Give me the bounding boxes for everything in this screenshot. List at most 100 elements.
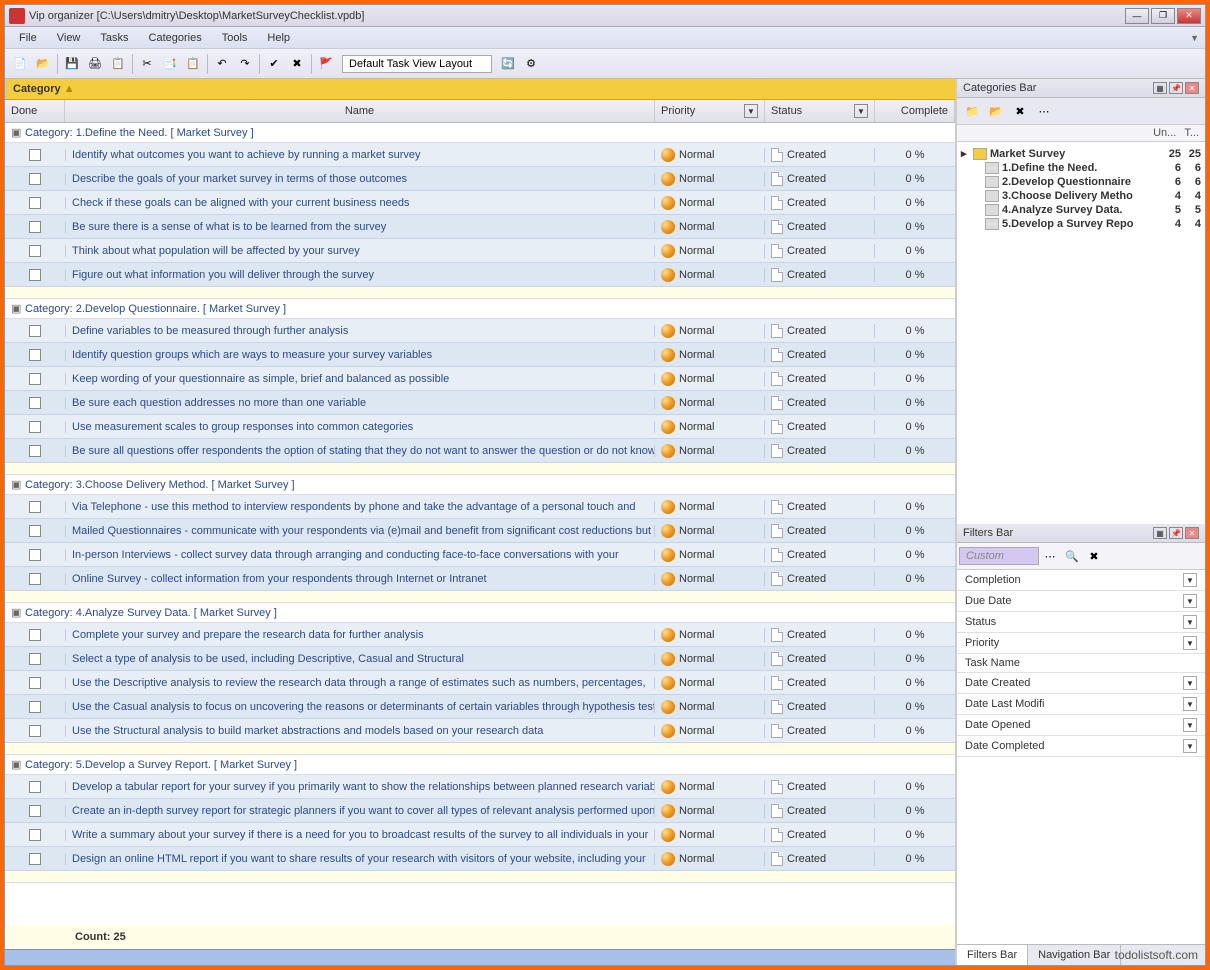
cat-tb-icon[interactable]: 📂 — [985, 100, 1007, 122]
menu-tools[interactable]: Tools — [214, 30, 256, 46]
chevron-down-icon[interactable]: ▼ — [854, 104, 868, 118]
done-checkbox[interactable] — [29, 269, 41, 281]
col-name[interactable]: Name — [65, 100, 655, 122]
done-checkbox[interactable] — [29, 349, 41, 361]
tree-item[interactable]: 1.Define the Need.66 — [961, 161, 1201, 175]
chevron-down-icon[interactable]: ▼ — [1183, 718, 1197, 732]
task-row[interactable]: Develop a tabular report for your survey… — [5, 775, 955, 799]
close-button[interactable]: ✕ — [1177, 8, 1201, 24]
toolbar-settings-icon[interactable]: ⚙ — [520, 53, 542, 75]
filter-row[interactable]: Completion▼ — [957, 570, 1205, 591]
collapse-icon[interactable]: ▣ — [11, 478, 23, 491]
task-row[interactable]: Use the Descriptive analysis to review t… — [5, 671, 955, 695]
menu-help[interactable]: Help — [259, 30, 298, 46]
done-checkbox[interactable] — [29, 325, 41, 337]
done-checkbox[interactable] — [29, 781, 41, 793]
tab-navigation-bar[interactable]: Navigation Bar — [1028, 945, 1121, 965]
close-icon[interactable]: ✕ — [1185, 82, 1199, 94]
category-group-row[interactable]: ▣ Category: 1.Define the Need. [ Market … — [5, 123, 955, 143]
filter-row[interactable]: Priority▼ — [957, 633, 1205, 654]
done-checkbox[interactable] — [29, 421, 41, 433]
done-checkbox[interactable] — [29, 501, 41, 513]
filter-row[interactable]: Status▼ — [957, 612, 1205, 633]
toolbar-copy-icon[interactable]: 📑 — [159, 53, 181, 75]
tab-filters-bar[interactable]: Filters Bar — [957, 945, 1028, 965]
panel-menu-icon[interactable]: ▦ — [1153, 82, 1167, 94]
chevron-down-icon[interactable]: ▼ — [1183, 636, 1197, 650]
menu-file[interactable]: File — [11, 30, 45, 46]
category-group-row[interactable]: ▣ Category: 2.Develop Questionnaire. [ M… — [5, 299, 955, 319]
done-checkbox[interactable] — [29, 701, 41, 713]
col-done[interactable]: Done — [5, 100, 65, 122]
toolbar-delete-icon[interactable]: ✖ — [286, 53, 308, 75]
task-row[interactable]: Be sure there is a sense of what is to b… — [5, 215, 955, 239]
chevron-down-icon[interactable]: ▼ — [1183, 697, 1197, 711]
panel-menu-icon[interactable]: ▦ — [1153, 527, 1167, 539]
menubar-expand-icon[interactable]: ▼ — [1190, 33, 1199, 43]
pin-icon[interactable]: 📌 — [1169, 82, 1183, 94]
task-row[interactable]: Describe the goals of your market survey… — [5, 167, 955, 191]
done-checkbox[interactable] — [29, 445, 41, 457]
task-row[interactable]: Define variables to be measured through … — [5, 319, 955, 343]
task-row[interactable]: Use measurement scales to group response… — [5, 415, 955, 439]
collapse-icon[interactable]: ▣ — [11, 126, 23, 139]
filter-tb-icon[interactable]: ⋯ — [1039, 545, 1061, 567]
horizontal-scrollbar[interactable] — [5, 949, 955, 965]
toolbar-undo-icon[interactable]: ↶ — [211, 53, 233, 75]
category-group-row[interactable]: ▣ Category: 5.Develop a Survey Report. [… — [5, 755, 955, 775]
collapse-icon[interactable]: ▣ — [11, 302, 23, 315]
category-group-row[interactable]: ▣ Category: 4.Analyze Survey Data. [ Mar… — [5, 603, 955, 623]
toolbar-refresh-icon[interactable]: 🔄 — [497, 53, 519, 75]
done-checkbox[interactable] — [29, 853, 41, 865]
task-row[interactable]: Identify question groups which are ways … — [5, 343, 955, 367]
task-row[interactable]: Use the Casual analysis to focus on unco… — [5, 695, 955, 719]
toolbar-save-icon[interactable]: 💾 — [61, 53, 83, 75]
tree-root[interactable]: ▸Market Survey2525 — [961, 146, 1201, 161]
done-checkbox[interactable] — [29, 677, 41, 689]
done-checkbox[interactable] — [29, 549, 41, 561]
task-row[interactable]: Use the Structural analysis to build mar… — [5, 719, 955, 743]
tree-item[interactable]: 2.Develop Questionnaire66 — [961, 175, 1201, 189]
chevron-down-icon[interactable]: ▼ — [1183, 615, 1197, 629]
toolbar-print-icon[interactable]: 🖨 — [84, 53, 106, 75]
filter-tb-icon[interactable]: 🔍 — [1061, 545, 1083, 567]
toolbar-check-icon[interactable]: ✔ — [263, 53, 285, 75]
done-checkbox[interactable] — [29, 173, 41, 185]
col-status[interactable]: Status▼ — [765, 100, 875, 122]
task-row[interactable]: Select a type of analysis to be used, in… — [5, 647, 955, 671]
toolbar-flag-icon[interactable]: 🚩 — [315, 53, 337, 75]
menu-view[interactable]: View — [49, 30, 89, 46]
category-group-row[interactable]: ▣ Category: 3.Choose Delivery Method. [ … — [5, 475, 955, 495]
filter-row[interactable]: Date Created▼ — [957, 673, 1205, 694]
done-checkbox[interactable] — [29, 629, 41, 641]
done-checkbox[interactable] — [29, 397, 41, 409]
menu-tasks[interactable]: Tasks — [92, 30, 136, 46]
task-row[interactable]: Identify what outcomes you want to achie… — [5, 143, 955, 167]
toolbar-new-icon[interactable]: 📄 — [9, 53, 31, 75]
filter-row[interactable]: Due Date▼ — [957, 591, 1205, 612]
toolbar-paste-icon[interactable]: 📋 — [182, 53, 204, 75]
done-checkbox[interactable] — [29, 149, 41, 161]
pin-icon[interactable]: 📌 — [1169, 527, 1183, 539]
task-row[interactable]: Mailed Questionnaires - communicate with… — [5, 519, 955, 543]
chevron-down-icon[interactable]: ▼ — [1183, 676, 1197, 690]
task-row[interactable]: Think about what population will be affe… — [5, 239, 955, 263]
done-checkbox[interactable] — [29, 573, 41, 585]
filter-tb-icon[interactable]: ✖ — [1083, 545, 1105, 567]
close-icon[interactable]: ✕ — [1185, 527, 1199, 539]
cat-tb-icon[interactable]: 📁 — [961, 100, 983, 122]
done-checkbox[interactable] — [29, 525, 41, 537]
toolbar-export-icon[interactable]: 📋 — [107, 53, 129, 75]
chevron-down-icon[interactable]: ▼ — [1183, 594, 1197, 608]
maximize-button[interactable]: ❐ — [1151, 8, 1175, 24]
task-row[interactable]: Write a summary about your survey if the… — [5, 823, 955, 847]
collapse-icon[interactable]: ▣ — [11, 758, 23, 771]
done-checkbox[interactable] — [29, 373, 41, 385]
chevron-down-icon[interactable]: ▼ — [1183, 573, 1197, 587]
done-checkbox[interactable] — [29, 653, 41, 665]
task-row[interactable]: Design an online HTML report if you want… — [5, 847, 955, 871]
task-row[interactable]: Be sure all questions offer respondents … — [5, 439, 955, 463]
tree-item[interactable]: 4.Analyze Survey Data.55 — [961, 203, 1201, 217]
task-row[interactable]: Create an in-depth survey report for str… — [5, 799, 955, 823]
filter-row[interactable]: Date Completed▼ — [957, 736, 1205, 757]
